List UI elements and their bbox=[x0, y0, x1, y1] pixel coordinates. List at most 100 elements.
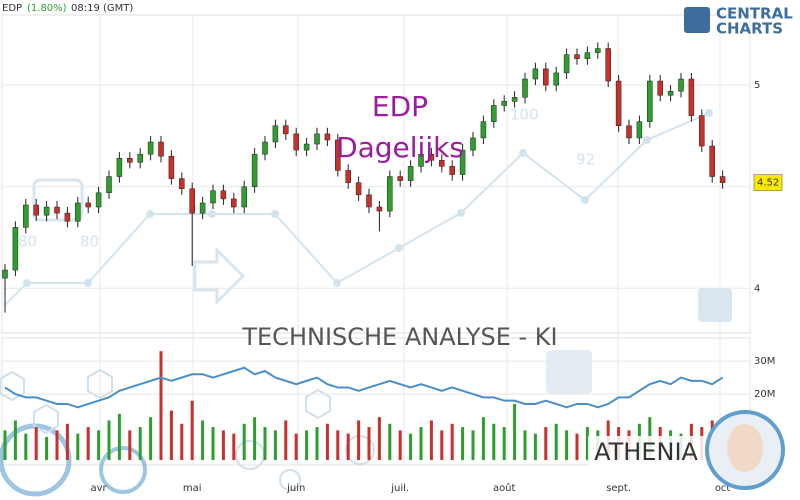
volume-bar bbox=[388, 423, 392, 461]
symbol: EDP bbox=[2, 3, 22, 14]
y-tick-label: 5 bbox=[754, 80, 760, 91]
candle-body bbox=[75, 202, 81, 222]
volume-bar bbox=[305, 430, 309, 461]
volume-bar bbox=[419, 427, 423, 461]
volume-bar bbox=[55, 430, 59, 461]
candle-body bbox=[355, 182, 362, 196]
volume-bar bbox=[24, 433, 28, 461]
chart-title: EDP bbox=[372, 90, 428, 123]
candle-body bbox=[470, 137, 476, 151]
candle-body bbox=[241, 186, 247, 208]
candle-body bbox=[605, 48, 611, 82]
candle-body bbox=[688, 78, 695, 116]
volume-bar bbox=[544, 427, 548, 461]
volume-bar bbox=[117, 413, 121, 461]
volume-bar bbox=[461, 427, 465, 461]
volume-bar bbox=[409, 433, 413, 461]
last-price-box bbox=[753, 174, 783, 191]
volume-bar bbox=[201, 420, 205, 461]
candle-body bbox=[168, 155, 175, 179]
price-panel bbox=[1, 14, 751, 334]
y-tick-label: 4 bbox=[754, 283, 760, 294]
volume-bar bbox=[149, 417, 153, 461]
volume-bar bbox=[13, 420, 17, 461]
candle-body bbox=[511, 97, 518, 102]
volume-bar bbox=[575, 433, 579, 461]
watermark-icon bbox=[32, 178, 84, 222]
volume-bar bbox=[86, 427, 90, 461]
candle-body bbox=[563, 54, 570, 74]
volume-bar bbox=[398, 430, 402, 461]
candle-body bbox=[64, 212, 71, 222]
candle-body bbox=[449, 166, 455, 175]
volume-bar bbox=[190, 400, 194, 461]
volume-bar bbox=[169, 410, 173, 461]
x-tick-label: avr bbox=[91, 483, 108, 494]
candle-body bbox=[293, 133, 299, 151]
volume-bar bbox=[492, 423, 496, 461]
candle-body bbox=[387, 176, 393, 212]
candle-body bbox=[657, 80, 663, 96]
volume-bar bbox=[180, 423, 184, 461]
candle-body bbox=[407, 166, 414, 181]
candle-body bbox=[636, 121, 643, 139]
volume-bar bbox=[138, 427, 142, 461]
candle-body bbox=[376, 206, 383, 212]
volume-bar bbox=[107, 420, 111, 461]
volume-bar bbox=[502, 427, 506, 461]
candle-body bbox=[147, 141, 154, 155]
candle-body bbox=[626, 125, 632, 139]
volume-bar bbox=[429, 420, 433, 461]
volume-bar bbox=[232, 433, 236, 461]
volume-bar bbox=[554, 423, 558, 461]
candle-body bbox=[480, 121, 487, 139]
candle-body bbox=[85, 202, 91, 208]
candle-body bbox=[199, 202, 206, 214]
candle-body bbox=[127, 158, 133, 163]
candle-body bbox=[220, 190, 227, 200]
volume-bar bbox=[284, 420, 288, 461]
watermark-label: 100 bbox=[510, 106, 539, 124]
candle-body bbox=[179, 178, 185, 189]
volume-panel bbox=[1, 337, 751, 466]
volume-bar bbox=[513, 403, 517, 461]
candle-body bbox=[584, 52, 591, 59]
logo-text: CENTRAL bbox=[716, 5, 793, 23]
candle-body bbox=[491, 105, 497, 122]
candle-body bbox=[543, 68, 549, 86]
volume-bar bbox=[357, 420, 361, 461]
volume-bar bbox=[273, 430, 277, 461]
volume-bar bbox=[128, 430, 132, 461]
volume-bar bbox=[211, 427, 215, 461]
last-price-label: 4.52 bbox=[757, 178, 779, 189]
candle-body bbox=[210, 190, 216, 204]
candle-body bbox=[158, 141, 164, 157]
candle-body bbox=[272, 125, 279, 143]
candle-body bbox=[595, 48, 601, 53]
volume-bar bbox=[471, 430, 475, 461]
candle-body bbox=[54, 206, 60, 214]
banner: TECHNISCHE ANALYSE - KI bbox=[241, 323, 557, 351]
candle-body bbox=[522, 78, 528, 98]
volume-bar bbox=[367, 427, 371, 461]
volume-bar bbox=[346, 433, 350, 461]
candle-body bbox=[314, 133, 320, 145]
candle-body bbox=[23, 204, 29, 228]
candle-body bbox=[345, 170, 351, 183]
volume-bar bbox=[377, 417, 381, 461]
candle-body bbox=[418, 153, 424, 167]
volume-bar bbox=[325, 423, 329, 461]
volume-bar bbox=[315, 427, 319, 461]
volume-bar bbox=[294, 433, 298, 461]
volume-bar bbox=[97, 430, 101, 461]
candle-body bbox=[251, 153, 258, 187]
candle-body bbox=[699, 115, 705, 147]
candle-body bbox=[12, 227, 19, 271]
candle-body bbox=[137, 153, 143, 163]
candle-body bbox=[262, 141, 268, 155]
volume-bar bbox=[76, 433, 80, 461]
candle-body bbox=[324, 133, 331, 141]
watermark-label: 80 bbox=[18, 233, 37, 251]
candle-body bbox=[667, 90, 674, 96]
